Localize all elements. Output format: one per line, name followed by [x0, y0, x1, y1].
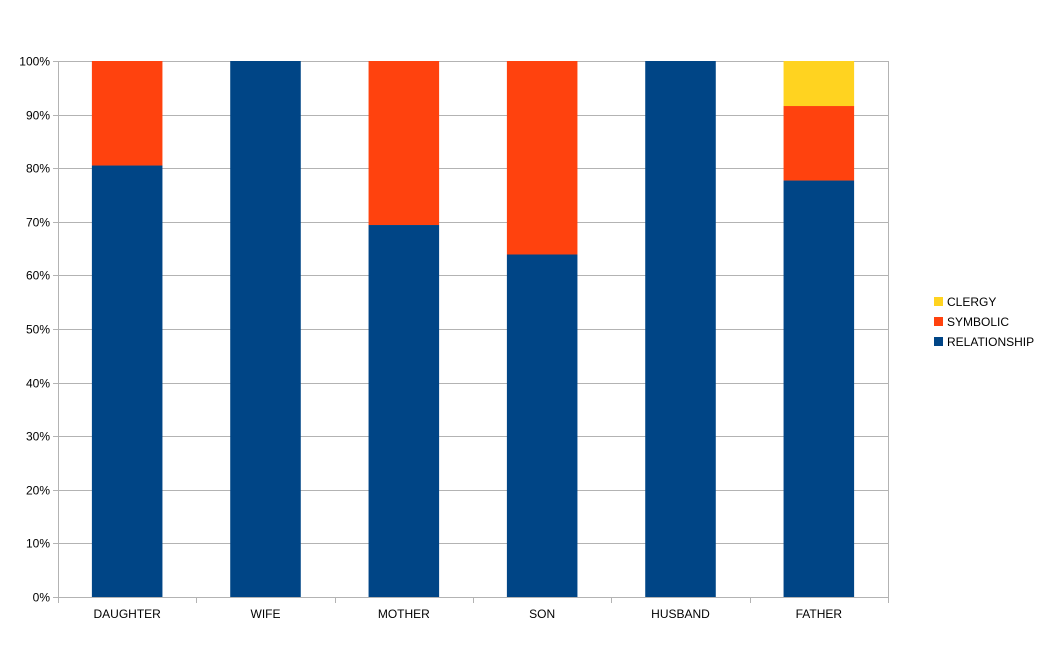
bar-segment [645, 61, 716, 597]
y-tick-label: 70% [26, 216, 50, 230]
legend-label: RELATIONSHIP [947, 335, 1034, 349]
bar-segment [368, 61, 440, 226]
x-tick-label: MOTHER [378, 607, 430, 621]
bar-segment [783, 180, 855, 597]
legend-item: CLERGY [934, 295, 996, 309]
y-tick-label: 40% [26, 377, 50, 391]
x-tick-label: DAUGHTER [93, 607, 161, 621]
legend-swatch [934, 317, 943, 326]
bar-segment [368, 225, 440, 597]
legend: CLERGY SYMBOLIC RELATIONSHIP [934, 295, 1034, 349]
y-tick-label: 100% [19, 55, 50, 69]
y-tick-label: 60% [26, 269, 50, 283]
bar-segment [783, 61, 855, 107]
y-tick-label: 90% [26, 109, 50, 123]
y-axis-tick-labels: 0% 10% 20% 30% 40% 50% 60% 70% 80% 90% 100% [19, 55, 50, 605]
legend-label: CLERGY [947, 295, 996, 309]
y-tick-label: 0% [33, 591, 51, 605]
y-tick-label: 50% [26, 323, 50, 337]
legend-item: RELATIONSHIP [934, 335, 1034, 349]
y-tick-label: 80% [26, 162, 50, 176]
legend-swatch [934, 297, 943, 306]
x-tick-label: WIFE [251, 607, 281, 621]
bar-segment [783, 106, 855, 181]
legend-item: SYMBOLIC [934, 315, 1009, 329]
axes [58, 61, 889, 603]
bars [91, 61, 855, 597]
bar-segment [506, 61, 578, 255]
y-tick-label: 30% [26, 430, 50, 444]
legend-swatch [934, 337, 943, 346]
bar-segment [230, 61, 301, 597]
x-tick-label: SON [529, 607, 555, 621]
y-tick-label: 20% [26, 484, 50, 498]
bar-segment [506, 254, 578, 597]
grid-lines [53, 61, 888, 598]
x-tick-label: FATHER [796, 607, 843, 621]
x-tick-label: HUSBAND [651, 607, 710, 621]
bar-segment [91, 61, 163, 166]
bar-segment [91, 165, 163, 597]
x-axis-tick-labels: DAUGHTER WIFE MOTHER SON HUSBAND FATHER [93, 607, 842, 621]
y-tick-label: 10% [26, 537, 50, 551]
legend-label: SYMBOLIC [947, 315, 1009, 329]
